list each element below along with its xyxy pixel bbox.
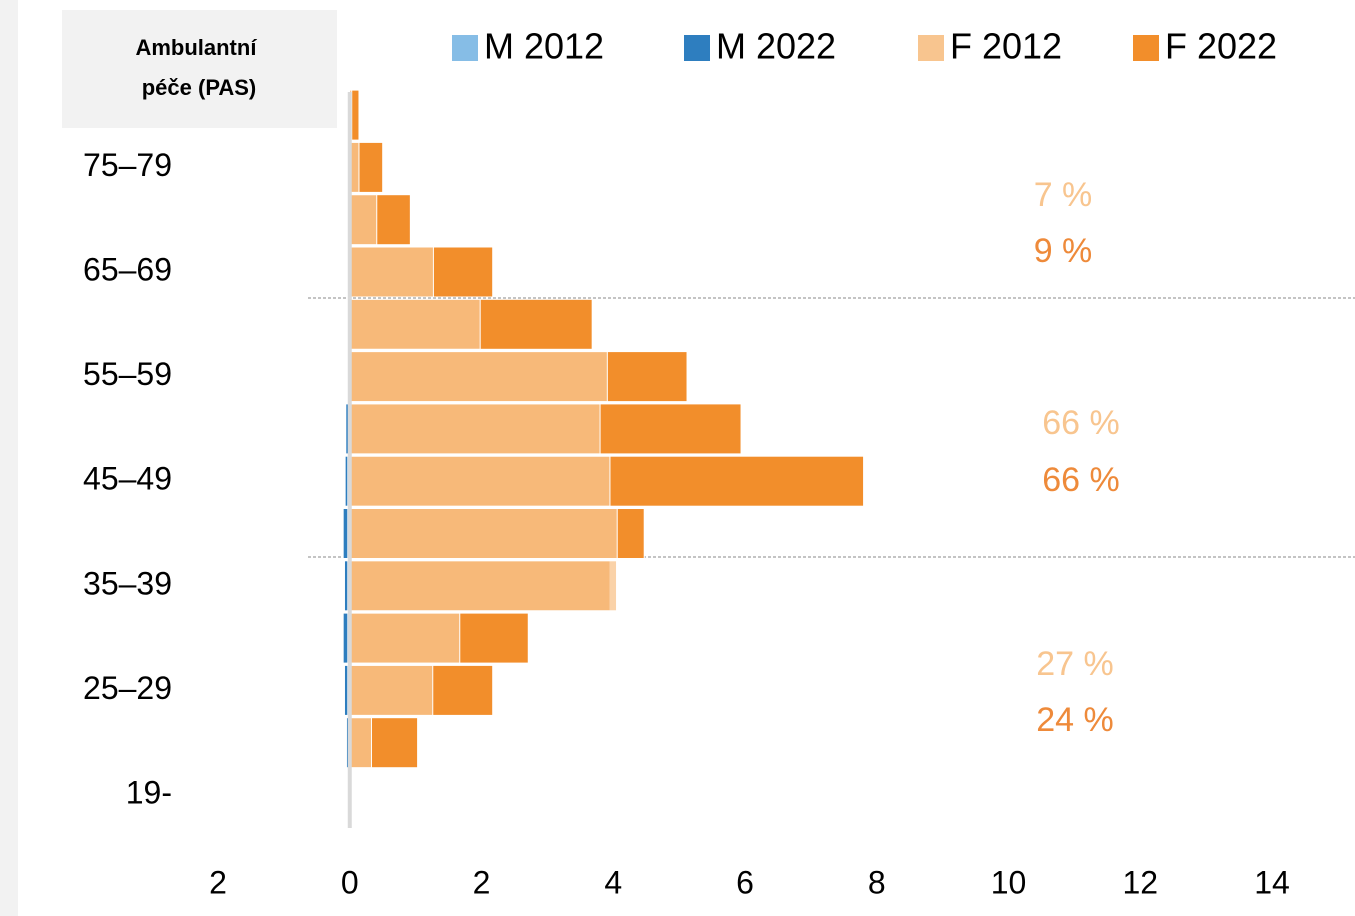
legend-swatch [452,35,478,61]
title-text: Ambulantní [135,35,257,60]
x-tick-label: 2 [473,864,491,900]
title-text-line: péče (PAS) [142,75,257,100]
title-box [62,10,337,128]
x-tick-label: 14 [1254,864,1290,900]
legend-label: F 2022 [1165,26,1277,67]
bar [349,455,611,507]
bar [349,246,434,298]
y-tick-label: 55–59 [83,356,172,392]
legend-label: M 2022 [716,26,836,67]
y-tick-label: 45–49 [83,461,172,497]
bar [349,612,461,664]
annotation: 27 % [1036,645,1114,683]
bar [349,194,378,246]
x-tick-label: 4 [604,864,622,900]
bar [349,717,372,769]
y-tick-label: 65–69 [83,251,172,287]
annotation: 66 % [1042,461,1120,499]
y-tick-label: 19- [126,774,172,810]
x-tick-label: 6 [736,864,754,900]
annotation: 7 % [1034,176,1093,214]
annotation: 66 % [1042,404,1120,442]
legend-label: F 2012 [950,26,1062,67]
x-tick-label: 2 [209,864,227,900]
x-tick-label: 10 [991,864,1027,900]
bar [349,664,434,716]
bar [349,351,608,403]
legend-swatch [684,35,710,61]
y-tick-label: 25–29 [83,670,172,706]
bar [349,508,618,559]
annotation: 9 % [1034,232,1093,270]
chart-title: Ambulantní péče (PAS) [135,35,262,100]
x-tick-label: 8 [868,864,886,900]
bar [349,560,618,612]
legend-swatch [1133,35,1159,61]
y-tick-label: 35–39 [83,565,172,601]
y-tick-label: 75–79 [83,147,172,183]
side-strip [0,0,18,916]
x-tick-label: 12 [1122,864,1158,900]
x-tick-label: 0 [341,864,359,900]
legend-label: M 2012 [484,26,604,67]
annotation: 24 % [1036,701,1114,739]
bar [349,298,481,350]
bar [349,403,601,455]
legend-swatch [918,35,944,61]
